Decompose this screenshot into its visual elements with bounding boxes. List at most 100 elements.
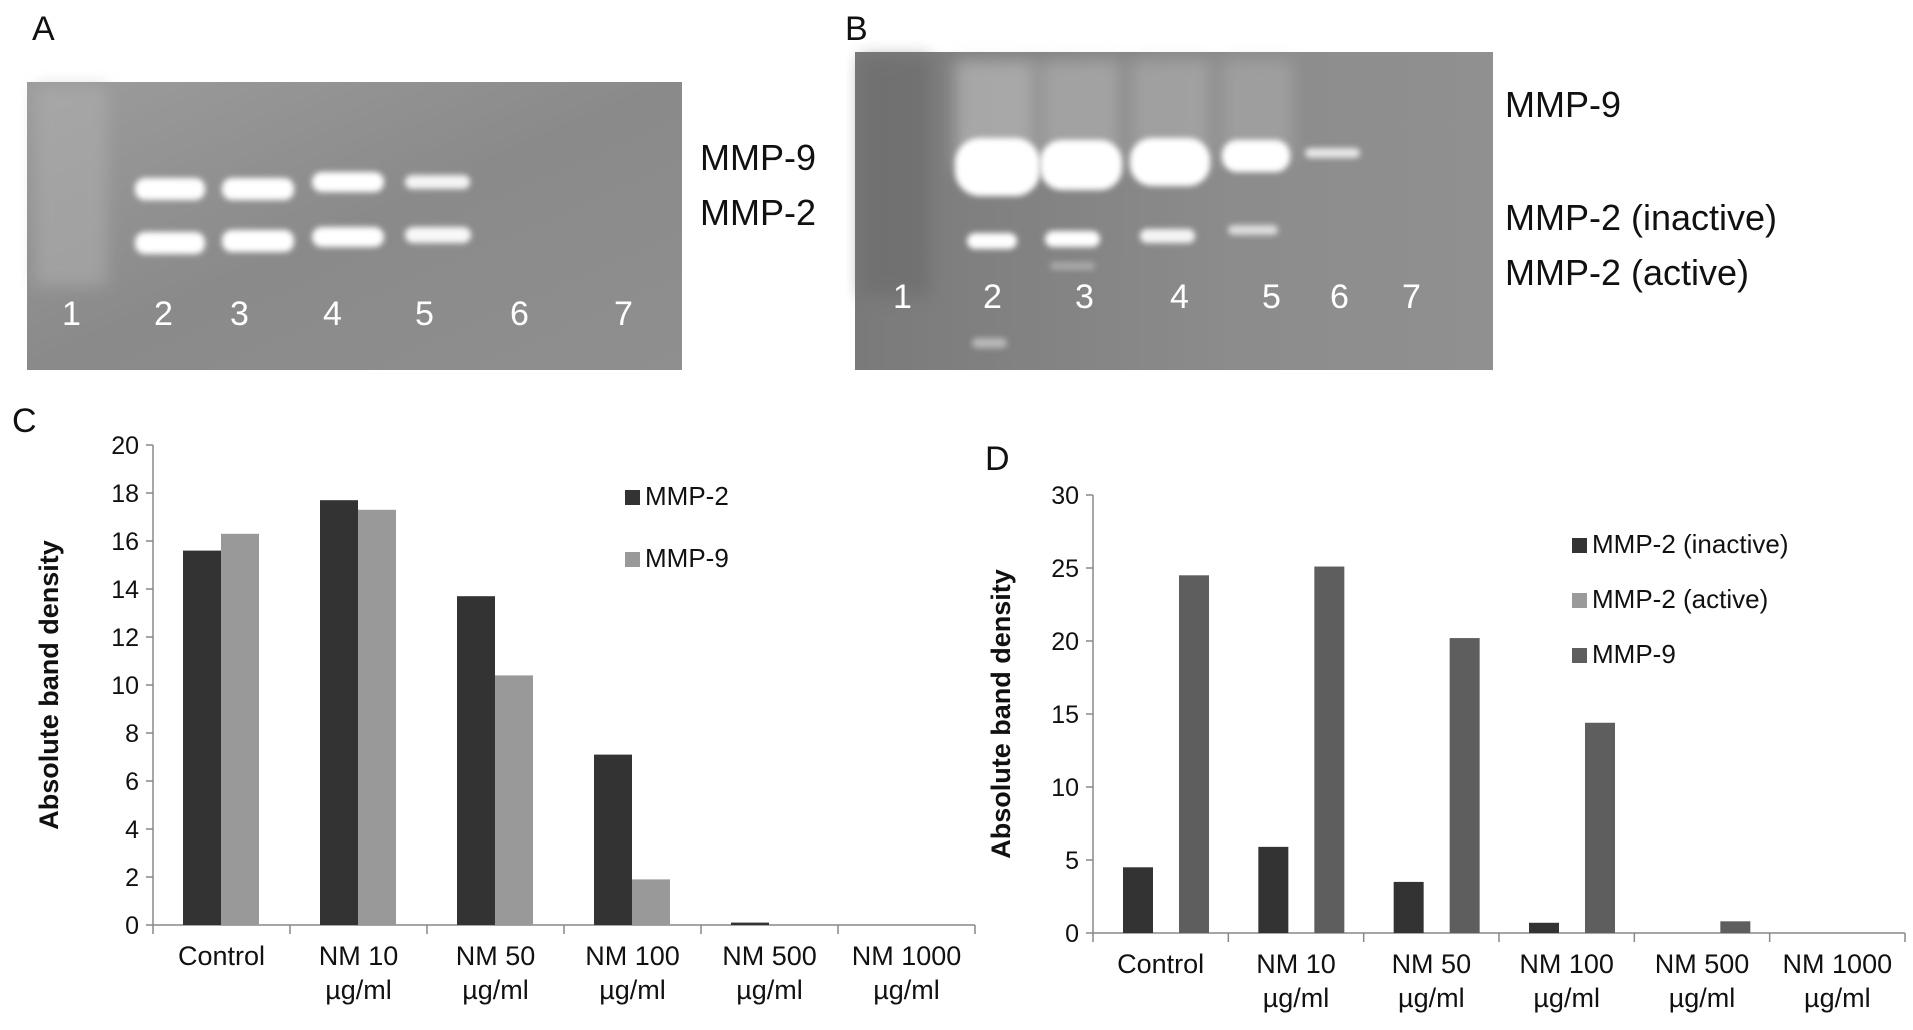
chart-d: 0 5 10 15 20 25 30 Control NM 10 µg/ml NM 50 µg/ml N…	[986, 482, 1906, 1013]
gel-a-band	[312, 172, 384, 192]
bar-1	[1393, 881, 1424, 933]
gel-b-band	[1228, 225, 1278, 235]
y-tick-label: 20	[1051, 628, 1079, 656]
legend-swatch	[625, 490, 640, 505]
y-tick-label: 2	[125, 864, 139, 892]
legend-label: MMP-2	[645, 481, 729, 511]
bar-2	[495, 675, 533, 925]
bar-1	[320, 500, 358, 925]
x-category-label: NM 500	[1655, 949, 1750, 979]
x-category-label: NM 50	[1392, 949, 1472, 979]
x-category-label: µg/ml	[873, 975, 940, 1005]
gel-b-lane-4: 4	[1170, 278, 1189, 316]
bar-3	[1449, 638, 1480, 933]
bar-3	[1179, 575, 1209, 933]
panel-letter-d: D	[985, 440, 1010, 478]
gel-b-band	[1222, 140, 1290, 172]
gel-a-lane-1: 1	[62, 295, 81, 333]
y-tick-label: 6	[125, 768, 139, 796]
y-tick-label: 20	[111, 432, 139, 460]
y-tick-label: 0	[1065, 920, 1079, 948]
x-category-label: NM 100	[1519, 949, 1614, 979]
y-axis-label: Absolute band density	[34, 540, 64, 830]
y-axis-label: Absolute band density	[986, 569, 1016, 859]
bar-1	[457, 596, 495, 925]
gel-a-band	[222, 230, 294, 252]
x-category-label: NM 1000	[852, 941, 962, 971]
x-category-label: µg/ml	[325, 975, 392, 1005]
gel-a-lane-2: 2	[154, 295, 173, 333]
x-category-label: µg/ml	[599, 975, 666, 1005]
x-category-label: Control	[178, 941, 265, 971]
y-tick-label: 25	[1051, 555, 1079, 583]
y-tick-label: 12	[111, 624, 139, 652]
x-category-label: µg/ml	[462, 975, 529, 1005]
gel-a-band	[135, 232, 205, 254]
gel-a: 1 2 3 4 5 6 7	[27, 82, 682, 370]
y-tick-label: 14	[111, 576, 139, 604]
gel-a-lane-6: 6	[510, 295, 529, 333]
gel-b-lane-6: 6	[1330, 278, 1349, 316]
bar-3	[1585, 722, 1615, 933]
bar-1	[1258, 846, 1289, 933]
bar-1	[1529, 922, 1559, 933]
x-category-label: NM 10	[319, 941, 399, 971]
gel-b-lane-2: 2	[983, 278, 1002, 316]
gel-b-band	[1130, 138, 1210, 186]
gel-a-band	[405, 227, 471, 243]
gel-a-lane-7: 7	[614, 295, 633, 333]
gel-b-lane-7: 7	[1402, 278, 1421, 316]
legend-label: MMP-9	[645, 543, 729, 573]
x-category-label: NM 1000	[1783, 949, 1893, 979]
x-category-label: µg/ml	[736, 975, 803, 1005]
x-category-label: Control	[1117, 949, 1204, 979]
bar-1	[731, 922, 769, 925]
x-category-label: µg/ml	[1804, 983, 1871, 1013]
y-tick-label: 4	[125, 816, 139, 844]
panel-letter-a: A	[32, 10, 55, 48]
gel-b-band	[955, 138, 1040, 196]
y-tick-label: 10	[111, 672, 139, 700]
gel-b-label-mmp2-inactive: MMP-2 (inactive)	[1505, 197, 1777, 238]
gel-a-label-mmp2: MMP-2	[700, 192, 816, 233]
x-category-label: µg/ml	[1533, 983, 1600, 1013]
gel-b-band	[1050, 262, 1095, 270]
x-category-label: µg/ml	[1263, 983, 1330, 1013]
legend-swatch	[1572, 593, 1587, 608]
gel-b-lane-3: 3	[1075, 278, 1094, 316]
bar-2	[632, 879, 670, 925]
gel-b-band	[1305, 148, 1360, 158]
gel-a-band	[222, 178, 294, 200]
x-category-label: NM 500	[722, 941, 817, 971]
panel-letter-c: C	[12, 402, 37, 440]
gel-b-lane-5: 5	[1262, 278, 1281, 316]
legend-swatch	[625, 552, 640, 567]
gel-a-lane-3: 3	[230, 295, 249, 333]
x-category-label: NM 10	[1256, 949, 1336, 979]
x-category-label: NM 50	[456, 941, 536, 971]
gel-a-background	[27, 82, 682, 370]
bar-2	[358, 509, 396, 925]
gel-b-label-mmp9: MMP-9	[1505, 84, 1621, 125]
bar-2	[221, 533, 259, 925]
y-tick-label: 30	[1051, 482, 1079, 510]
gel-b-lane-1: 1	[893, 278, 912, 316]
gel-a-lane-5: 5	[415, 295, 434, 333]
legend-label: MMP-2 (inactive)	[1592, 529, 1788, 559]
gel-a-band	[405, 175, 470, 189]
gel-a-band	[135, 178, 205, 200]
bar-1	[183, 550, 221, 925]
gel-b: 1 2 3 4 5 6 7	[855, 52, 1493, 370]
gel-a-marker-smear	[35, 86, 107, 286]
legend-swatch	[1572, 538, 1587, 553]
y-tick-label: 8	[125, 720, 139, 748]
legend-label: MMP-2 (active)	[1592, 584, 1768, 614]
gel-a-label-mmp9: MMP-9	[700, 137, 816, 178]
y-tick-label: 15	[1051, 701, 1079, 729]
y-tick-label: 16	[111, 528, 139, 556]
y-tick-label: 10	[1051, 774, 1079, 802]
gel-a-band	[312, 227, 384, 247]
bar-1	[594, 754, 632, 925]
gel-b-band	[1140, 229, 1195, 243]
